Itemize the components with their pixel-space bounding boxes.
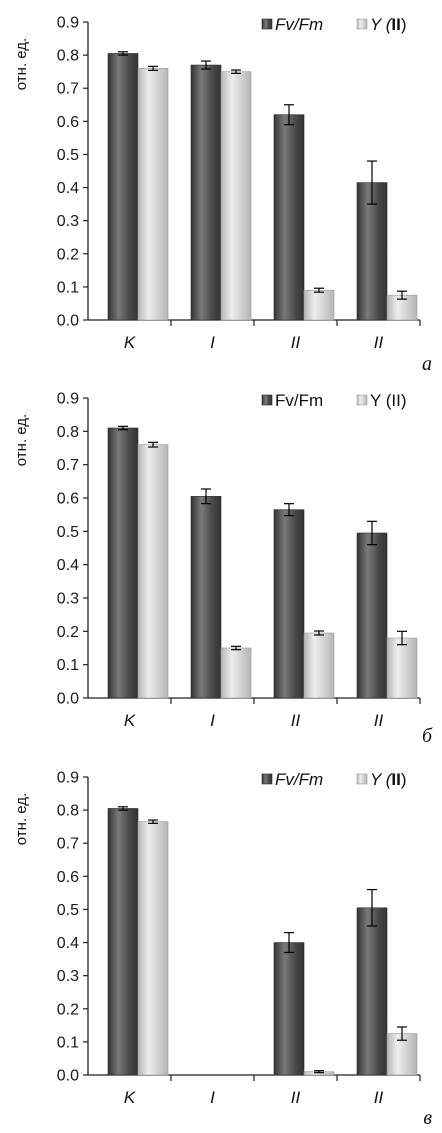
y-tick-label: 0.3 <box>57 591 79 608</box>
bar-y2 <box>220 71 252 321</box>
x-category-label: II <box>374 1088 384 1107</box>
x-category-label: K <box>124 711 136 730</box>
y-axis-label: отн. ед. <box>13 414 30 466</box>
x-category-label: II <box>291 333 301 352</box>
legend-swatch <box>356 773 368 785</box>
y-tick-label: 0.7 <box>57 457 79 474</box>
legend-label: Y (II) <box>370 770 407 789</box>
y-tick-label: 0.8 <box>57 48 79 65</box>
bar-fvfm <box>107 53 139 321</box>
legend: Fv/Fm Y (II) <box>261 391 407 410</box>
legend-swatch <box>356 18 368 30</box>
y-tick-label: 0.6 <box>57 491 79 508</box>
y-tick-label: 0.0 <box>57 1068 79 1085</box>
y-tick-label: 0.5 <box>57 902 79 919</box>
y-tick-label: 0.9 <box>57 391 79 408</box>
y-tick-label: 0.5 <box>57 147 79 164</box>
bar-y2 <box>137 444 169 699</box>
legend-label: Fv/Fm <box>275 770 323 789</box>
y-tick-label: 0.7 <box>57 836 79 853</box>
legend: Fv/Fm Y (II) <box>261 770 407 789</box>
legend-swatch <box>356 394 368 406</box>
y-tick-label: 0.2 <box>57 1001 79 1018</box>
panel-label: а <box>422 353 432 375</box>
bar-y2 <box>137 68 169 321</box>
y-tick-label: 0.4 <box>57 935 79 952</box>
y-tick-label: 0.1 <box>57 1034 79 1051</box>
y-tick-label: 0.3 <box>57 213 79 230</box>
y-tick-label: 0.2 <box>57 624 79 641</box>
y-tick-label: 0.9 <box>57 770 79 787</box>
x-category-label: K <box>124 333 136 352</box>
bar-fvfm <box>356 907 388 1076</box>
bar-y2 <box>303 289 335 321</box>
y-tick-label: 0.2 <box>57 246 79 263</box>
y-tick-label: 0.6 <box>57 869 79 886</box>
bar-fvfm <box>273 114 305 321</box>
bar-fvfm <box>107 808 139 1076</box>
bar-fvfm <box>273 942 305 1076</box>
y-axis-label: отн. ед. <box>13 38 30 90</box>
panel-label: в <box>423 1107 432 1129</box>
y-tick-label: 0.3 <box>57 968 79 985</box>
x-category-label: II <box>291 1088 301 1107</box>
chart-panel-3: 0.0 0.1 0.2 0.3 0.4 0.5 0.6 0.7 0.8 0.9 отн. ед. K I… <box>13 770 432 1130</box>
legend-swatch <box>261 394 273 406</box>
y-tick-label: 0.9 <box>57 15 79 32</box>
bar-fvfm <box>356 532 388 699</box>
legend-swatch <box>261 773 273 785</box>
x-category-label: I <box>210 333 215 352</box>
y-tick-label: 0.7 <box>57 81 79 98</box>
y-tick-label: 0.1 <box>57 279 79 296</box>
y-tick-label: 0.4 <box>57 180 79 197</box>
y-tick-label: 0.5 <box>57 524 79 541</box>
bar-y2 <box>303 632 335 699</box>
legend-swatch <box>261 18 273 30</box>
x-category-label: I <box>210 711 215 730</box>
x-category-label: II <box>374 333 384 352</box>
x-category-label: I <box>210 1088 215 1107</box>
chart-panel-2: 0.0 0.1 0.2 0.3 0.4 0.5 0.6 0.7 0.8 0.9 отн. ед. K I… <box>13 391 433 748</box>
y-tick-label: 0.8 <box>57 803 79 820</box>
y-tick-label: 0.0 <box>57 691 79 708</box>
legend-label: Y (II) <box>370 391 407 410</box>
chart-panel-1: 0.0 0.1 0.2 0.3 0.4 0.5 0.6 0.7 0.8 0.9 отн. ед. K I… <box>13 15 432 376</box>
legend-label: Fv/Fm <box>275 15 323 34</box>
bar-y2 <box>386 637 418 699</box>
y-tick-label: 0.6 <box>57 114 79 131</box>
bar-y2 <box>137 821 169 1076</box>
bar-fvfm <box>190 64 222 321</box>
legend: Fv/Fm Y (II) <box>261 15 407 34</box>
bar-y2 <box>220 647 252 699</box>
x-category-label: II <box>291 711 301 730</box>
y-tick-label: 0.1 <box>57 657 79 674</box>
panel-label: б <box>422 725 433 747</box>
bar-fvfm <box>273 509 305 699</box>
legend-label: Y (II) <box>370 15 407 34</box>
bar-fvfm <box>107 427 139 699</box>
y-tick-label: 0.8 <box>57 424 79 441</box>
y-tick-label: 0.0 <box>57 313 79 330</box>
x-category-label: II <box>374 711 384 730</box>
y-tick-label: 0.4 <box>57 557 79 574</box>
x-category-label: K <box>124 1088 136 1107</box>
bar-fvfm <box>190 496 222 699</box>
legend-label: Fv/Fm <box>275 391 323 410</box>
y-axis-label: отн. ед. <box>13 793 30 845</box>
